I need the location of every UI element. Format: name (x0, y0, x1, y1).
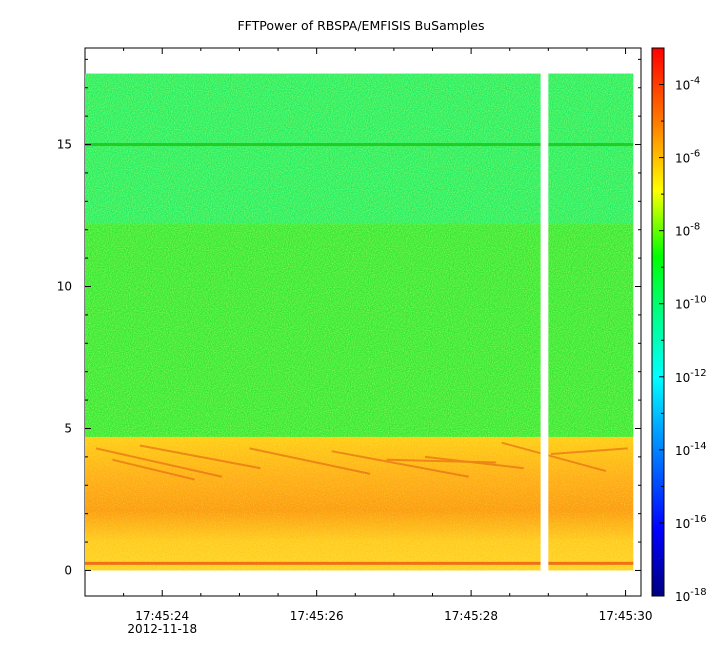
colorbar-tick-label: 10-6 (675, 149, 700, 166)
y-tick-label: 10 (57, 280, 72, 294)
plot-area: 17:45:24 17:45:26 17:45:28 17:45:30 2012-11-… (57, 47, 653, 636)
chart-title: FFTPower of RBSPA/EMFISIS BuSamples (237, 18, 484, 33)
colorbar-gradient (651, 47, 665, 597)
x-tick-label: 17:45:30 (599, 609, 653, 623)
x-tick-label: 17:45:26 (290, 609, 344, 623)
x-tick-date: 2012-11-18 (127, 622, 197, 636)
x-tick-label: 17:45:24 (135, 609, 189, 623)
colorbar-tick-label: 10-14 (675, 441, 707, 458)
power-band-texture (85, 73, 634, 225)
chorus-streak (386, 458, 497, 464)
chorus-streak (95, 447, 223, 478)
y-axis: 0 5 10 15 (57, 58, 641, 577)
y-tick-label: 0 (64, 563, 72, 577)
chorus-streak (501, 441, 607, 473)
spectrogram-image (85, 73, 634, 571)
x-axis: 17:45:24 17:45:26 17:45:28 17:45:30 2012-11-… (84, 48, 653, 636)
colorbar-tick-label: 10-18 (675, 587, 707, 604)
power-band-texture (85, 224, 634, 437)
data-gap (540, 73, 549, 571)
colorbar-tick-label: 10-8 (675, 222, 700, 239)
colorbar-tick-label: 10-4 (675, 76, 700, 93)
spectral-line (85, 143, 634, 147)
spectral-line (85, 561, 634, 565)
colorbar-ticks: 10-4 10-6 10-8 10-10 10-12 10-14 10-16 10-18 (659, 47, 707, 604)
colorbar: 10-4 10-6 10-8 10-10 10-12 10-14 10-16 10-18 (651, 47, 707, 604)
x-tick-label: 17:45:28 (444, 609, 498, 623)
chorus-streak (550, 447, 628, 456)
y-tick-label: 5 (64, 421, 72, 435)
y-tick-label: 15 (57, 138, 72, 152)
colorbar-tick-label: 10-12 (675, 368, 707, 385)
colorbar-tick-label: 10-16 (675, 514, 707, 531)
chorus-streak (331, 450, 469, 478)
chorus-streak (249, 447, 371, 475)
chorus-elements (95, 441, 628, 481)
chorus-streak (139, 444, 261, 470)
colorbar-tick-label: 10-10 (675, 295, 707, 312)
chorus-streak (112, 458, 195, 481)
